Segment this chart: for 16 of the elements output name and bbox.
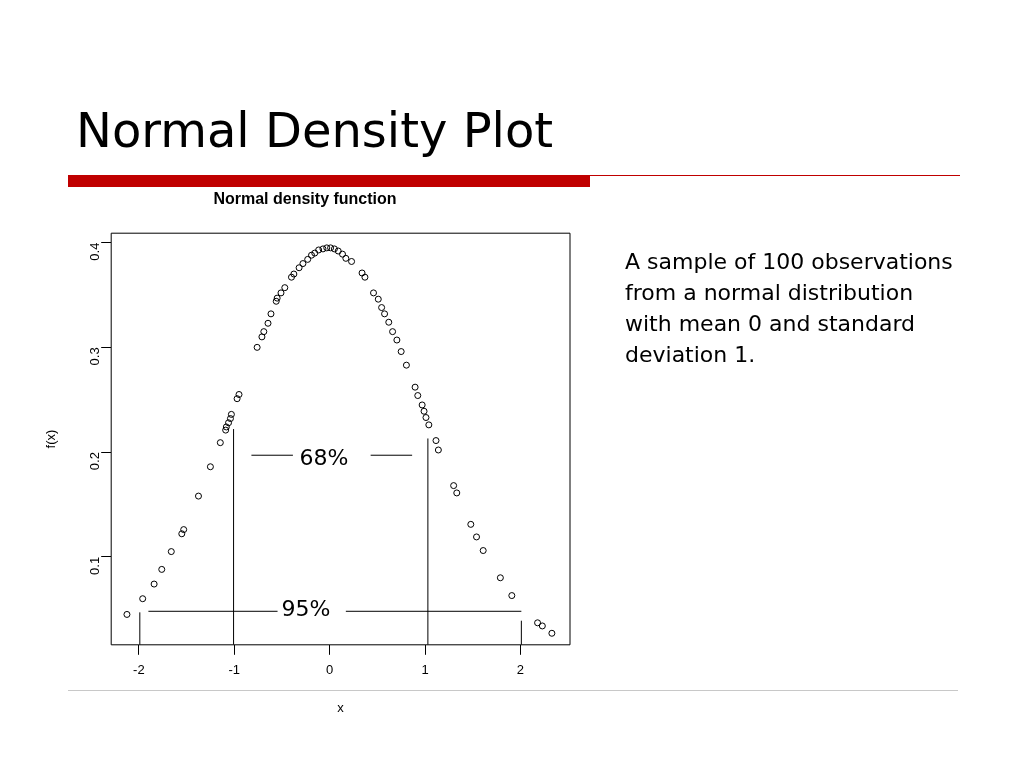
chart-title: Normal Density Plot — [76, 102, 554, 158]
y-tick-label: 0.2 — [86, 452, 102, 471]
y-tick-label: 0.3 — [86, 347, 102, 366]
y-axis-title: f(x) — [43, 429, 59, 449]
x-tick-label: -2 — [133, 662, 145, 678]
x-tick-label: -1 — [228, 662, 241, 678]
annotation: 95% — [277, 595, 335, 621]
chart-subtitle: Normal density function — [213, 190, 397, 208]
x-axis-title: x — [337, 699, 345, 715]
x-tick-label: 1 — [421, 662, 429, 678]
y-tick-label: 0.4 — [86, 242, 102, 261]
x-tick-label: 0 — [326, 662, 334, 678]
text: A sample of 100 observations from a normal distribution with mean 0 and standard deviation 1. — [625, 248, 954, 369]
y-tick-label: 0.1 — [86, 556, 102, 575]
x-tick-label: 2 — [516, 662, 525, 678]
annotation: 68% — [295, 444, 353, 470]
